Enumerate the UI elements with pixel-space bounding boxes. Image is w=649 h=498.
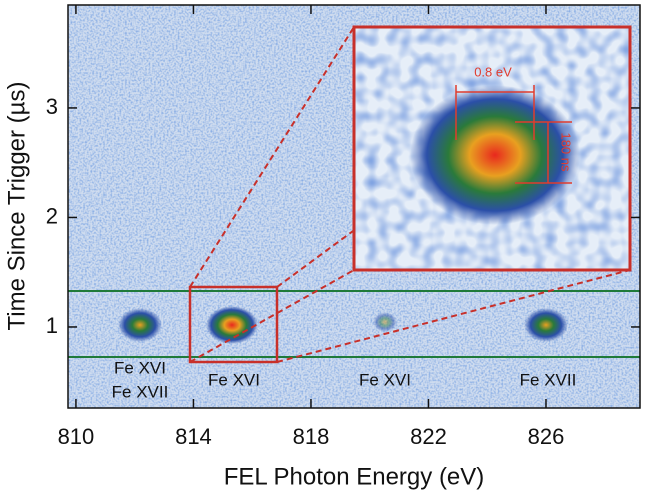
x-tick-label: 818 xyxy=(293,424,330,449)
inset-annotation: 0.8 eV xyxy=(474,64,512,79)
y-axis-label: Time Since Trigger (µs) xyxy=(3,82,30,331)
inset-markers xyxy=(455,85,572,184)
zoom-box xyxy=(188,285,279,364)
y-tick-label: 1 xyxy=(46,313,58,338)
zoom-line xyxy=(189,26,355,288)
zoom-line xyxy=(189,269,355,363)
inset-annotation: 180 ns xyxy=(559,132,574,172)
inset xyxy=(352,25,632,272)
annotation: Fe XVI xyxy=(208,370,260,389)
x-axis-label: FEL Photon Energy (eV) xyxy=(224,463,485,490)
spot xyxy=(206,306,258,344)
spot xyxy=(118,308,162,342)
x-tick-label: 826 xyxy=(528,424,565,449)
spot xyxy=(373,312,397,332)
spot xyxy=(524,308,568,342)
inset-frame xyxy=(352,25,632,272)
annotation: Fe XVI xyxy=(114,358,166,377)
y-tick-label: 2 xyxy=(46,203,58,228)
y-tick-label: 3 xyxy=(46,94,58,119)
plot-frame xyxy=(67,4,641,409)
annotation: Fe XVII xyxy=(520,370,577,389)
x-tick-label: 822 xyxy=(410,424,447,449)
image-map xyxy=(67,4,641,409)
zoom-line xyxy=(276,269,631,363)
annotation: Fe XVII xyxy=(112,382,169,401)
x-tick-label: 810 xyxy=(58,424,95,449)
annotation: Fe XVI xyxy=(359,370,411,389)
x-tick-label: 814 xyxy=(175,424,212,449)
inset-spot xyxy=(410,85,580,225)
